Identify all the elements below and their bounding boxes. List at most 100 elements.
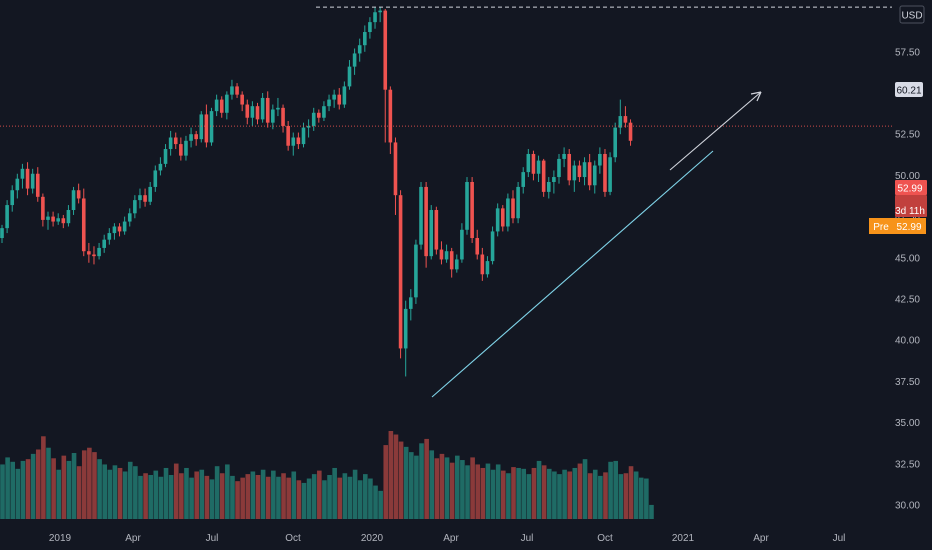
candle-body [628,122,633,141]
time-tick-label: Jul [833,533,846,544]
currency-badge[interactable] [899,5,925,24]
candle [41,193,45,227]
candle [383,8,388,143]
candle [342,81,347,108]
candle [148,181,152,206]
volume-bar [526,474,532,519]
candle [214,94,219,117]
level-price-label: 60.21 [896,86,921,97]
volume-bar [5,457,10,519]
volume-bar [357,480,363,519]
candle [245,99,250,125]
candle [587,153,592,191]
volume-bar [46,447,51,519]
time-tick-label: Oct [597,533,613,544]
volume-bar [10,461,16,519]
candle-body [490,231,495,262]
volume-bar [649,504,654,519]
candle-body [546,181,551,192]
premarket-tag-badge [869,218,893,234]
candle-body [434,210,439,250]
candle [337,88,342,110]
candle [475,229,480,260]
volume-bar [633,471,639,519]
volume-bar [20,460,26,519]
candle [219,96,224,118]
candle-body [276,107,280,110]
volume-bar [388,431,394,519]
volume-bar [332,467,337,519]
candle-body [444,251,449,260]
volume-bar [127,461,133,519]
volume-bar [102,464,107,519]
candle-body [470,181,474,239]
volume-bar [495,464,501,519]
candle [628,119,633,146]
candle [230,79,234,100]
candle-body [51,216,55,222]
countdown-label: 3d 11h [895,206,925,217]
candle-body [133,200,137,214]
candle-body [25,168,30,189]
candle-body [337,94,342,105]
candle [46,211,50,230]
time-tick-label: Apr [753,533,769,544]
candle [102,234,106,253]
support-trendline[interactable] [431,150,714,398]
volume-bar [480,467,486,519]
candle-body [143,195,147,202]
time-axis[interactable]: 2019 Apr Jul Oct 2020 Apr Jul Oct 2021 Apr Jul [49,533,846,544]
candle [347,60,352,90]
volume-bar [265,476,271,519]
volume-bar [557,474,562,519]
candle [388,86,393,154]
candle-body [194,134,198,140]
candle [521,167,526,194]
price-tick-label: 35.00 [895,418,920,429]
candle [15,173,20,199]
volume-bar [383,445,389,519]
candle [311,107,316,131]
candle-body [97,247,101,257]
volume-bar [485,463,491,519]
candle-body [587,162,592,186]
candle-body [424,186,428,257]
candle-body [598,153,602,166]
volume-bar [577,463,583,519]
candle [158,157,163,176]
candle [281,104,285,133]
volume-bar [434,458,440,519]
volume-bar [623,473,629,519]
time-tick-label: 2021 [672,533,695,544]
candle [495,203,500,237]
candle [51,211,55,227]
volume-bar [322,480,327,519]
candle [255,102,260,125]
candle [30,168,35,194]
volume-bar [209,479,215,519]
candle-body [342,86,347,105]
volume-bar [225,464,230,519]
candle-body [173,137,178,145]
candle [153,165,158,192]
volume-bar [317,470,322,519]
candle [368,17,372,39]
volume-bar [25,459,31,519]
candle [194,130,198,146]
candle-body [409,297,413,309]
volume-bar [199,469,205,519]
candle-body [189,134,193,141]
candle-body [322,106,326,118]
candle-body [526,153,531,173]
projection-arrow-line[interactable] [669,91,762,171]
volume-bar [179,473,184,519]
price-axis[interactable]: 57.5055.0052.5050.0047.5045.0042.5040.00… [895,47,920,511]
candle-body [398,195,403,349]
candle [291,132,296,156]
price-tick-label: 50.00 [895,171,920,182]
candle [122,216,127,235]
volume-bar [598,475,603,519]
candle-body [179,144,183,156]
price-tick-label: 37.50 [895,377,920,388]
